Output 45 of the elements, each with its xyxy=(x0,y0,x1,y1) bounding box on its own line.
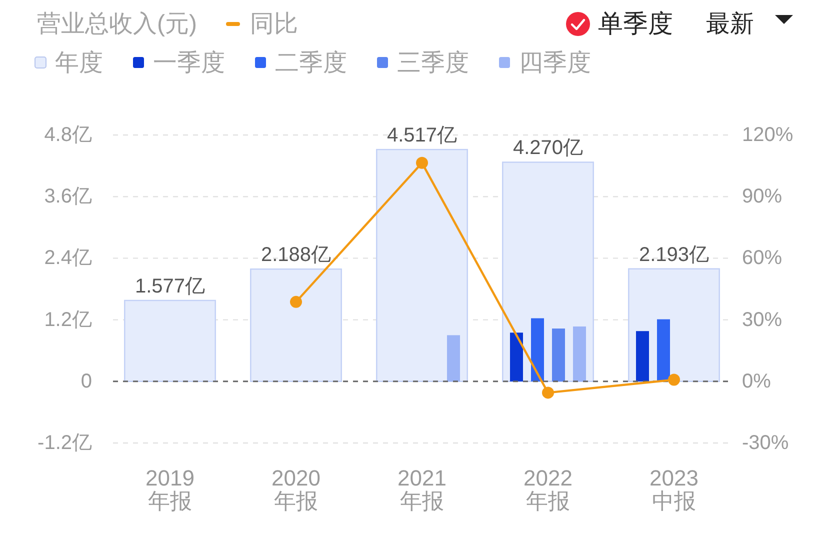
bar xyxy=(124,300,216,382)
legend-label: 年度 xyxy=(55,50,103,76)
data-label: 1.577亿 xyxy=(134,275,206,298)
point xyxy=(668,374,680,386)
bar xyxy=(657,319,670,382)
data-label: 4.517亿 xyxy=(386,124,458,147)
y2-tick-label: -30% xyxy=(742,432,789,454)
text: 最新 xyxy=(706,10,754,38)
data-label: 4.270亿 xyxy=(512,137,584,160)
bar xyxy=(552,328,565,382)
y-tick-label: 1.2亿 xyxy=(44,308,92,331)
x-tick-label: 2020 年报 xyxy=(272,466,320,514)
data-label: 2.188亿 xyxy=(260,244,332,266)
bar xyxy=(447,335,460,382)
y2-tick-label: 30% xyxy=(742,308,782,331)
x-tick-label: 2019 年报 xyxy=(146,466,194,514)
bar xyxy=(636,331,649,382)
y2-tick-label: 120% xyxy=(742,124,794,146)
x-tick-label: 2021 年报 xyxy=(398,466,446,514)
chart-title: 营业总收入(元) xyxy=(37,10,197,38)
y-tick-label: 4.8亿 xyxy=(44,124,92,146)
point xyxy=(416,156,428,169)
y-tick-label: -1.2亿 xyxy=(38,432,92,454)
bar xyxy=(510,332,523,382)
bar xyxy=(250,268,342,382)
legend-label: 三季度 xyxy=(397,50,469,76)
legend-label: 同比 xyxy=(250,10,298,38)
data-label: 2.193亿 xyxy=(638,244,710,266)
y-tick-label: 0 xyxy=(80,370,92,392)
y2-tick-label: 0% xyxy=(742,370,772,392)
y2-tick-label: 60% xyxy=(742,247,782,270)
legend-label: 一季度 xyxy=(153,50,225,76)
y2-tick-label: 90% xyxy=(742,186,782,208)
legend-label: 四季度 xyxy=(519,50,591,76)
bar xyxy=(376,148,468,382)
y-tick-label: 3.6亿 xyxy=(44,186,92,208)
text: 单季度 xyxy=(598,10,673,38)
x-tick-label: 2022 年报 xyxy=(524,466,572,514)
y-tick-label: 2.4亿 xyxy=(44,247,92,270)
bar xyxy=(531,318,544,382)
bar xyxy=(573,326,586,382)
legend-label: 二季度 xyxy=(275,50,347,76)
x-tick-label: 2023 中报 xyxy=(650,466,698,514)
point xyxy=(542,386,554,399)
point xyxy=(290,296,302,308)
